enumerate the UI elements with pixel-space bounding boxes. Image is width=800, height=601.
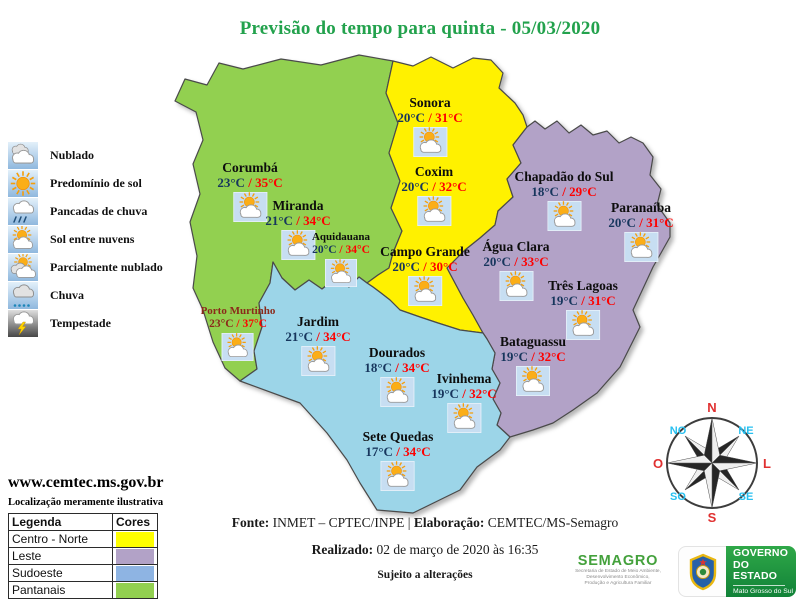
table-row: Leste (8, 547, 158, 565)
governo-line2: DO ESTADO (733, 558, 778, 583)
legend-item-label: Chuva (50, 287, 85, 302)
legend-item-label: Parcialmente nublado (50, 259, 163, 274)
compass-se-label: SE (739, 491, 754, 503)
city-porto-murtinho: Porto Murtinho 23°C / 37°C (201, 305, 275, 366)
color-swatch (116, 582, 154, 598)
legend-item-label: Tempestade (50, 315, 111, 330)
city-sonora: Sonora 20°C / 31°C (397, 95, 463, 163)
sun-between-clouds-icon (381, 461, 415, 491)
legend-item: Nublado (8, 141, 188, 169)
compass-s-label: S (708, 510, 717, 525)
legend-item: Chuva (8, 281, 188, 309)
city-coxim: Coxim 20°C / 32°C (401, 164, 467, 232)
color-swatch (116, 531, 154, 547)
divider (733, 584, 785, 586)
region-name: Pantanais (8, 581, 113, 599)
subject-to-change-note: Sujeito a alterações (377, 569, 473, 581)
page-title: Previsão do tempo para quinta - 05/03/20… (239, 18, 601, 39)
source-line: Fonte: INMET – CPTEC/INPE | Elaboração: … (231, 515, 619, 530)
rain-showers-icon (8, 197, 38, 225)
compass-rose-icon: N S O L NO NE SO SE (653, 400, 771, 525)
sun-between-clouds-icon (547, 201, 581, 231)
legend-item-label: Sol entre nuvens (50, 231, 135, 246)
legend-item: Sol entre nuvens (8, 225, 188, 253)
sun-between-clouds-icon (516, 366, 550, 396)
region-sudoeste (239, 261, 511, 514)
city-paranaiba: Paranaíba 20°C / 31°C (608, 200, 674, 268)
semagro-logo: SEMAGRO Secretaria de Estado de Meio Amb… (558, 553, 678, 588)
sun-between-clouds-icon (380, 377, 414, 407)
compass-l-label: L (763, 456, 771, 471)
location-disclaimer: Localização meramente ilustrativa (8, 497, 164, 508)
city-corumba: Corumbá 23°C / 35°C (217, 160, 283, 228)
storm-icon (8, 309, 38, 337)
governo-subtitle: Mato Grosso do Sul (733, 587, 794, 595)
compass-no-label: NO (670, 425, 687, 437)
city-agua-clara: Água Clara 20°C / 33°C (482, 239, 550, 307)
table-row: Centro - Norte (8, 530, 158, 548)
made-line: Realizado: 02 de março de 2020 às 16:35 (311, 542, 539, 557)
sun-between-clouds-icon (301, 346, 335, 376)
compass-so-label: SO (670, 491, 686, 503)
legend-item: Predomínio de sol (8, 169, 188, 197)
region-name: Sudoeste (8, 564, 113, 582)
legend-item: Pancadas de chuva (8, 197, 188, 225)
table-row: Pantanais (8, 581, 158, 599)
legend-item-label: Nublado (50, 147, 95, 162)
sun-between-clouds-icon (624, 232, 658, 262)
weather-legend: Nublado Predomínio de sol Pancadas de ch… (8, 141, 188, 337)
state-map (174, 54, 671, 514)
color-swatch (116, 565, 154, 581)
sun-between-clouds-icon (325, 259, 357, 287)
legend-item-label: Predomínio de sol (50, 175, 142, 190)
compass-ne-label: NE (738, 425, 753, 437)
city-dourados: Dourados 18°C / 34°C (364, 345, 430, 413)
city-aquidauana: Aquidauana 20°C / 34°C (312, 231, 370, 292)
city-ivinhema: Ivinhema 19°C / 32°C (431, 371, 497, 439)
governo-text-block: GOVERNO DO ESTADO Mato Grosso do Sul (726, 546, 796, 597)
website-link[interactable]: www.cemtec.ms.gov.br (8, 474, 164, 491)
sun-between-clouds-icon (447, 403, 481, 433)
city-bataguassu: Bataguassu 19°C / 32°C (500, 334, 566, 402)
region-name: Centro - Norte (8, 530, 113, 548)
region-leste (446, 120, 671, 438)
sun-between-clouds-icon (413, 127, 447, 157)
sun-between-clouds-icon (417, 196, 451, 226)
color-swatch (116, 548, 154, 564)
sun-between-clouds-icon (408, 276, 442, 306)
legend-item: Parcialmente nublado (8, 253, 188, 281)
sun-between-clouds-icon (566, 310, 600, 340)
legend-item-label: Pancadas de chuva (50, 203, 148, 218)
table-row: Sudoeste (8, 564, 158, 582)
ms-coat-of-arms-icon (678, 546, 726, 597)
governo-do-estado-logo: GOVERNO DO ESTADO Mato Grosso do Sul (678, 546, 796, 597)
rain-icon (8, 281, 38, 309)
legend-table-header: Cores (112, 513, 158, 531)
city-chapadao-do-sul: Chapadão do Sul 18°C / 29°C (514, 169, 614, 237)
city-tres-lagoas: Três Lagoas 19°C / 31°C (548, 278, 618, 346)
city-jardim: Jardim 21°C / 34°C (285, 314, 351, 382)
semagro-subtitle: Secretaria de Estado de Meio Ambiente, D… (575, 569, 661, 587)
compass-n-label: N (707, 400, 716, 415)
partly-cloudy-icon (8, 253, 38, 281)
cloudy-icon (8, 141, 38, 169)
sun-between-clouds-icon (222, 333, 254, 361)
sunny-icon (8, 169, 38, 197)
sun-between-clouds-icon (8, 225, 38, 253)
city-sete-quedas: Sete Quedas 17°C / 34°C (363, 429, 433, 497)
region-color-legend-table: Legenda Cores Centro - Norte Leste Sudoe… (8, 513, 158, 599)
semagro-wordmark: SEMAGRO (577, 553, 659, 569)
city-campo-grande: Campo Grande 20°C / 30°C (380, 244, 470, 312)
sun-between-clouds-icon (233, 192, 267, 222)
region-name: Leste (8, 547, 113, 565)
compass-o-label: O (653, 456, 663, 471)
governo-line1: GOVERNO (733, 547, 789, 560)
sun-between-clouds-icon (281, 230, 315, 260)
legend-item: Tempestade (8, 309, 188, 337)
legend-table-header: Legenda (8, 513, 113, 531)
city-miranda: Miranda 21°C / 34°C (265, 198, 331, 266)
sun-between-clouds-icon (499, 271, 533, 301)
